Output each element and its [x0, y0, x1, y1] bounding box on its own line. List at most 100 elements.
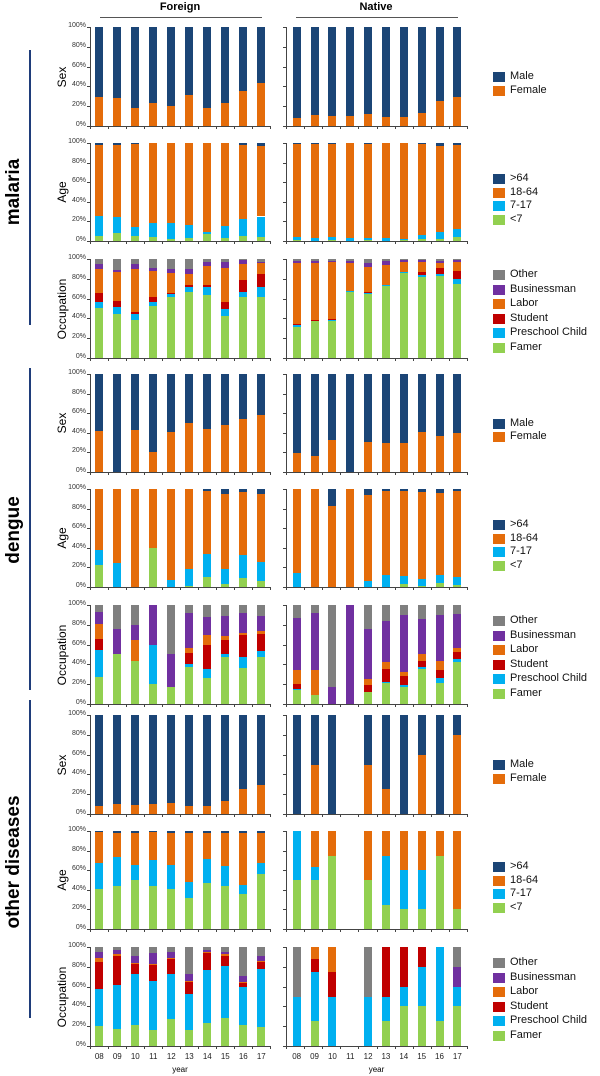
bar-segment--64: [453, 143, 462, 145]
bar-segment-preschool-child: [292, 689, 301, 691]
x-tick-mark: [108, 358, 109, 361]
bar-segment-18-64: [131, 832, 140, 866]
bar-segment-female: [328, 439, 337, 472]
bar-segment-famer: [399, 687, 408, 704]
bar-segment-18-64: [203, 490, 212, 554]
y-tick-mark: [283, 947, 286, 948]
bar-segment-male: [131, 374, 140, 430]
bar-segment-male: [435, 715, 444, 814]
bar-segment-18-64: [292, 143, 301, 238]
x-tick-mark: [180, 358, 181, 361]
y-axis-other-diseases-age-foreign: [90, 831, 91, 929]
bar-segment-7-17: [399, 576, 408, 585]
y-tick-mark: [87, 374, 90, 375]
y-tick-mark: [87, 318, 90, 320]
bar-segment-businessman: [257, 261, 266, 263]
bar-segment-other: [328, 259, 337, 261]
row-label-sex: Sex: [55, 66, 69, 87]
bar-segment-female: [417, 754, 426, 814]
x-tick-mark: [126, 358, 127, 361]
bar-segment-labor: [435, 661, 444, 671]
bar-segment-female: [167, 803, 176, 814]
bar-segment-other: [364, 259, 373, 263]
bar-segment--7: [113, 885, 122, 929]
y-tick-label: 60%: [71, 981, 86, 989]
bar-segment--7: [417, 239, 426, 241]
y-tick-mark: [87, 27, 90, 28]
y-tick-mark: [87, 870, 90, 872]
x-tick-mark: [358, 358, 360, 361]
bar-segment-student: [239, 634, 248, 658]
x-tick-mark: [162, 814, 163, 817]
x-tick-mark: [252, 241, 253, 244]
bar-segment-7-17: [364, 238, 373, 240]
bar-segment-18-64: [239, 144, 248, 220]
bar-segment-7-17: [131, 227, 140, 237]
bar-segment-18-64: [453, 831, 462, 910]
y-tick-mark: [87, 66, 90, 68]
y-tick-mark: [87, 850, 90, 852]
y-axis-dengue-sex-native: [286, 374, 287, 472]
y-tick-mark: [87, 393, 90, 395]
bar-segment-preschool-child: [381, 682, 390, 684]
x-tick-mark: [448, 241, 450, 244]
bar-segment-famer: [399, 1006, 408, 1046]
bar-segment-businessman: [149, 267, 158, 271]
bar-segment-preschool-child: [221, 965, 230, 1019]
bar-segment-male: [149, 27, 158, 104]
bar-segment-labor: [346, 262, 355, 291]
bar-segment-male: [167, 715, 176, 804]
bar-segment-7-17: [453, 577, 462, 586]
bar-segment-18-64: [113, 832, 122, 858]
legend-label: Famer: [510, 1028, 542, 1041]
bar-segment-student: [221, 301, 230, 310]
x-tick-mark: [180, 814, 181, 817]
legend-swatch-businessman: [493, 284, 505, 295]
y-tick-mark: [87, 605, 90, 606]
bar-segment-preschool-child: [95, 301, 104, 308]
legend-swatch-7-17: [493, 201, 505, 211]
bar-segment-female: [292, 453, 301, 472]
bar-segment-other: [453, 947, 462, 967]
bar-segment-female: [257, 415, 266, 472]
bar-segment-male: [131, 715, 140, 806]
x-tick-mark: [270, 929, 271, 932]
y-tick-label: 20%: [71, 679, 86, 687]
bar-segment-7-17: [399, 239, 408, 240]
x-tick-mark: [162, 704, 163, 707]
x-tick-mark: [180, 929, 181, 932]
bar-segment-preschool-child: [131, 973, 140, 1026]
bar-segment-female: [185, 423, 194, 472]
x-tick-mark: [108, 587, 109, 590]
x-tick-mark: [412, 241, 414, 244]
legend-label: Student: [510, 311, 548, 324]
bar-segment-labor: [149, 270, 158, 297]
bar-segment-labor: [221, 953, 230, 956]
legend-swatch-labor: [493, 299, 505, 309]
bar-segment-7-17: [221, 569, 230, 585]
x-tick-mark: [252, 704, 253, 707]
bar-segment--64: [239, 489, 248, 492]
bar-segment-other: [435, 259, 444, 261]
bar-segment-labor: [221, 635, 230, 640]
bar-segment-businessman: [328, 260, 337, 262]
y-tick-mark: [283, 508, 286, 510]
x-tick-mark: [144, 704, 145, 707]
x-tick-mark: [234, 472, 235, 475]
bar-segment-7-17: [381, 855, 390, 905]
bar-segment-student: [185, 652, 194, 665]
bar-segment-female: [167, 431, 176, 472]
bar-segment-labor: [203, 951, 212, 953]
legend-swatch-preschool-child: [493, 328, 505, 338]
y-tick-mark: [87, 986, 90, 988]
legend-label: Famer: [510, 340, 542, 353]
bar-segment-student: [399, 676, 408, 686]
x-tick-mark: [144, 472, 145, 475]
bar-segment-male: [95, 27, 104, 98]
bar-segment-businessman: [435, 614, 444, 662]
x-tick-mark: [412, 1046, 414, 1049]
y-tick-label: 40%: [71, 659, 86, 667]
bar-segment-other: [453, 605, 462, 614]
x-tick-label: 09: [112, 1052, 122, 1061]
x-tick-mark: [322, 358, 324, 361]
